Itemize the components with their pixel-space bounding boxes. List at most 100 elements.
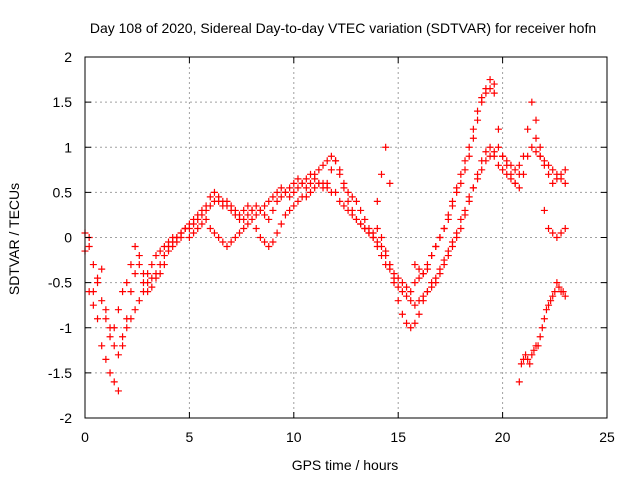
data-point bbox=[545, 170, 553, 178]
data-point bbox=[490, 148, 498, 156]
chart-title: Day 108 of 2020, Sidereal Day-to-day VTE… bbox=[90, 20, 596, 36]
data-point bbox=[348, 211, 356, 219]
data-point bbox=[131, 243, 139, 251]
data-point bbox=[474, 175, 482, 183]
data-point bbox=[357, 206, 365, 214]
data-point bbox=[423, 265, 431, 273]
data-point bbox=[294, 175, 302, 183]
x-tick-label: 15 bbox=[390, 429, 406, 445]
data-point bbox=[436, 265, 444, 273]
data-point bbox=[553, 170, 561, 178]
data-point bbox=[411, 261, 419, 269]
data-point bbox=[557, 175, 565, 183]
data-point bbox=[357, 220, 365, 228]
data-point bbox=[206, 193, 214, 201]
data-point bbox=[457, 215, 465, 223]
data-point bbox=[352, 215, 360, 223]
data-point bbox=[540, 315, 548, 323]
data-point bbox=[98, 297, 106, 305]
data-point bbox=[398, 279, 406, 287]
data-point bbox=[198, 220, 206, 228]
data-point bbox=[494, 143, 502, 151]
data-point bbox=[302, 175, 310, 183]
data-point bbox=[499, 152, 507, 160]
data-point bbox=[453, 184, 461, 192]
y-tick-label: 0 bbox=[64, 230, 72, 246]
data-point bbox=[530, 346, 538, 354]
data-point bbox=[549, 179, 557, 187]
data-point bbox=[403, 292, 411, 300]
data-point bbox=[486, 152, 494, 160]
data-point bbox=[261, 211, 269, 219]
data-point bbox=[198, 206, 206, 214]
data-point bbox=[553, 234, 561, 241]
y-tick-label: 1 bbox=[64, 139, 72, 155]
data-point bbox=[444, 211, 452, 219]
data-point bbox=[344, 206, 352, 214]
data-point bbox=[290, 188, 298, 196]
data-point bbox=[373, 197, 381, 205]
data-point bbox=[248, 206, 256, 214]
data-point bbox=[286, 193, 294, 201]
data-point bbox=[436, 234, 444, 241]
data-point bbox=[542, 306, 550, 314]
data-point bbox=[273, 197, 281, 205]
data-point bbox=[453, 229, 461, 237]
data-point bbox=[517, 360, 525, 368]
data-point bbox=[549, 229, 557, 237]
data-point bbox=[277, 220, 285, 228]
data-point bbox=[252, 202, 260, 210]
data-point bbox=[119, 342, 127, 350]
data-point bbox=[185, 220, 193, 228]
data-point bbox=[131, 306, 139, 314]
y-axis-label: SDTVAR / TECUs bbox=[6, 183, 22, 295]
data-point bbox=[110, 378, 118, 386]
data-point bbox=[131, 270, 139, 278]
data-point bbox=[265, 197, 273, 205]
data-point bbox=[482, 89, 490, 97]
data-point bbox=[98, 342, 106, 350]
data-point bbox=[135, 297, 143, 305]
data-point bbox=[340, 202, 348, 210]
data-point bbox=[549, 292, 557, 300]
data-point bbox=[323, 179, 331, 187]
data-point bbox=[148, 261, 156, 269]
data-point bbox=[110, 342, 118, 350]
x-tick-label: 0 bbox=[81, 429, 89, 445]
data-point bbox=[273, 188, 281, 196]
y-axis: -2 -1.5 -1 -0.5 0 0.5 1 1.5 2 bbox=[48, 49, 607, 426]
data-point bbox=[415, 310, 423, 318]
data-point bbox=[160, 261, 168, 269]
data-point bbox=[123, 324, 131, 332]
data-point bbox=[465, 143, 473, 151]
data-point bbox=[415, 274, 423, 282]
data-point bbox=[423, 288, 431, 296]
data-point bbox=[156, 247, 164, 255]
data-point bbox=[540, 206, 548, 214]
data-point bbox=[102, 306, 110, 314]
data-point bbox=[231, 206, 239, 214]
data-point bbox=[307, 170, 315, 178]
data-point bbox=[440, 224, 448, 232]
data-point bbox=[332, 157, 340, 165]
data-point bbox=[135, 261, 143, 269]
data-point bbox=[344, 197, 352, 205]
data-point bbox=[256, 234, 264, 241]
data-point bbox=[411, 279, 419, 287]
data-point bbox=[327, 152, 335, 160]
data-point bbox=[415, 297, 423, 305]
data-point bbox=[227, 202, 235, 210]
data-point bbox=[94, 274, 102, 282]
data-point bbox=[407, 297, 415, 305]
data-point bbox=[515, 161, 523, 169]
data-point bbox=[536, 152, 544, 160]
data-point bbox=[106, 333, 114, 341]
data-point bbox=[352, 197, 360, 205]
data-point bbox=[528, 143, 536, 151]
data-point bbox=[98, 265, 106, 273]
data-point bbox=[457, 224, 465, 232]
y-tick-label: 1.5 bbox=[53, 94, 73, 110]
data-point bbox=[428, 252, 436, 260]
y-tick-label: 2 bbox=[64, 49, 72, 65]
data-point bbox=[457, 170, 465, 178]
